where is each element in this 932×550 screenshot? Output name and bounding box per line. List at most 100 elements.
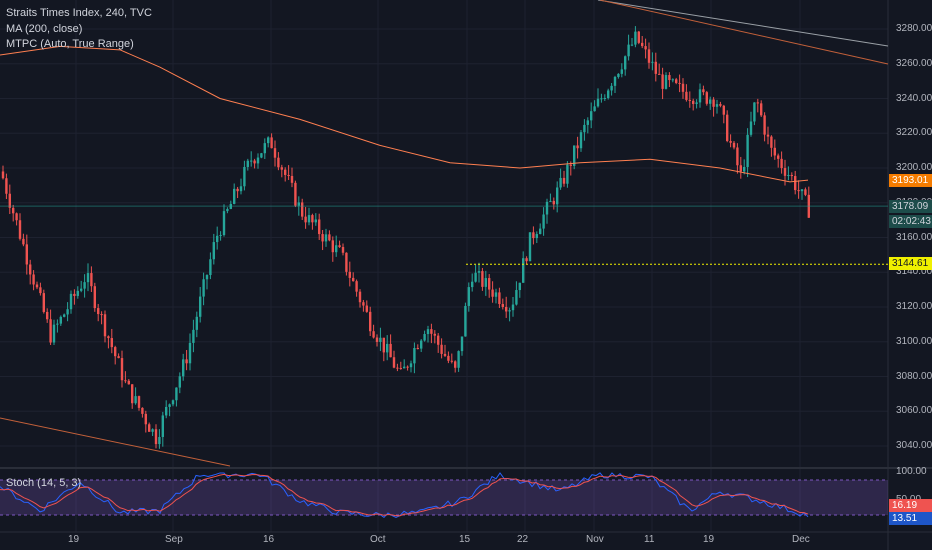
candle-body (409, 363, 413, 368)
candle-body (277, 157, 280, 168)
candle-body (630, 44, 634, 46)
candle-body (154, 429, 158, 445)
candle-body (134, 396, 137, 404)
candle-body (8, 193, 11, 208)
candle-body (29, 264, 32, 275)
candle-body (127, 380, 130, 385)
candle-body (702, 89, 705, 93)
stoch-legend[interactable]: Stoch (14, 5, 3) (6, 477, 81, 490)
candle-body (607, 90, 610, 99)
candle-body (205, 275, 209, 280)
candle-body (613, 76, 617, 86)
candle-body (413, 347, 416, 364)
candle-body (515, 290, 518, 305)
candle-body (69, 293, 73, 310)
candle-body (566, 164, 569, 184)
candle-body (114, 347, 117, 357)
candle-body (610, 85, 613, 91)
candle-body (389, 343, 392, 358)
ma-legend[interactable]: MA (200, close) (6, 23, 82, 36)
candle-body (250, 160, 253, 162)
candle-body (93, 286, 96, 309)
candle-body (403, 366, 406, 369)
candle-body (73, 293, 76, 296)
symbol-legend[interactable]: Straits Times Index, 240, TVC (6, 7, 152, 20)
candle-body (165, 406, 168, 416)
candle-body (471, 281, 474, 288)
candle-body (35, 284, 39, 288)
trendline-upper (597, 0, 889, 47)
candle-body (654, 61, 657, 74)
candle-body (780, 158, 783, 169)
candle-body (83, 282, 86, 289)
price-tick-label: 3080.00 (896, 370, 932, 382)
candle-body (420, 340, 423, 349)
candle-body (430, 329, 433, 334)
candle-body (433, 333, 436, 336)
candle-body (488, 278, 491, 290)
candle-body (518, 282, 521, 291)
candle-body (658, 73, 661, 75)
candle-body (199, 296, 202, 317)
candle-body (576, 145, 579, 149)
candle-body (110, 338, 113, 348)
candle-body (736, 147, 739, 166)
candle-body (236, 188, 239, 192)
candle-body (304, 216, 307, 223)
candle-body (314, 219, 317, 223)
candle-body (549, 200, 552, 202)
candle-body (280, 167, 283, 170)
candle-body (80, 288, 83, 291)
price-tick-label: 3140.00 (896, 266, 932, 278)
mtpc-legend[interactable]: MTPC (Auto, True Range) (6, 38, 134, 51)
candle-body (712, 99, 715, 107)
candle-body (756, 102, 759, 104)
candle-body (331, 240, 334, 253)
candle-body (661, 74, 664, 89)
candle-body (324, 234, 328, 242)
candle-body (161, 415, 164, 437)
time-tick-label: 11 (644, 534, 655, 545)
candle-body (253, 160, 256, 164)
candle-body (763, 115, 766, 135)
ma-line (0, 45, 809, 183)
time-tick-label: Dec (792, 534, 810, 545)
candle-body (188, 342, 192, 364)
candle-body (596, 98, 600, 107)
candle-body (491, 289, 494, 297)
candle-body (294, 182, 297, 206)
candle-body (681, 83, 685, 92)
candle-body (511, 304, 515, 311)
candle-body (525, 258, 528, 262)
candle-body (12, 207, 15, 214)
candle-body (141, 407, 144, 414)
candle-body (695, 102, 698, 104)
candle-body (131, 384, 134, 404)
candle-body (528, 232, 532, 262)
candle-body (151, 429, 154, 432)
candle-body (287, 174, 290, 176)
candle-body (386, 343, 389, 353)
candle-body (746, 134, 749, 167)
candle-body (532, 232, 535, 239)
time-tick-label: 22 (517, 534, 529, 545)
candle-body (416, 347, 419, 349)
candle-body (474, 272, 477, 282)
candle-body (260, 153, 263, 158)
candle-body (297, 202, 300, 206)
candle-body (522, 258, 525, 283)
candle-body (501, 304, 504, 307)
time-tick-label: Nov (586, 534, 604, 545)
candle-body (732, 142, 736, 148)
price-tick-label: 3120.00 (896, 301, 932, 312)
candle-body (233, 188, 236, 204)
candle-body (770, 136, 773, 148)
candle-body (739, 165, 742, 172)
candle-body (321, 234, 324, 242)
candle-body (562, 177, 566, 184)
candle-body (539, 228, 542, 235)
candle-body (379, 337, 382, 342)
candle-body (243, 166, 246, 187)
